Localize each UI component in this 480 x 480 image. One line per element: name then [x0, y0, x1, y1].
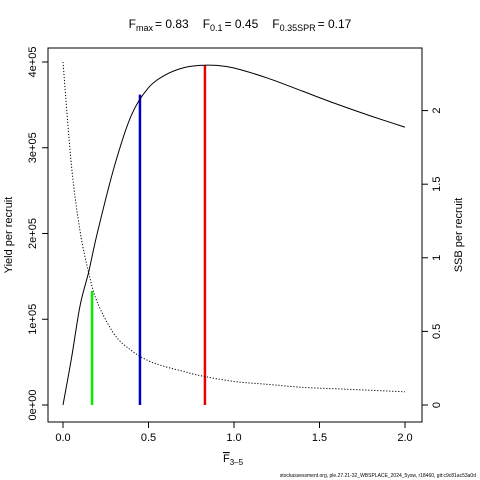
title-part-main: F: [203, 17, 210, 31]
y-left-tick-label: 2e+05: [27, 218, 39, 249]
y-right-tick-label: 2: [431, 108, 443, 114]
plot-frame: [47, 47, 423, 423]
y-left-tick-label: 1e+05: [27, 304, 39, 335]
x-tick-label: 0.5: [141, 432, 156, 444]
x-tick-label: 1.0: [226, 432, 241, 444]
y-right-axis: 0 0.5 1 1.5 2: [421, 108, 443, 408]
x-axis-title-main: F: [223, 453, 230, 465]
x-tick-label: 1.5: [312, 432, 327, 444]
y-left-axis-title: Yield per recruit: [3, 197, 15, 274]
title-part-main: F: [272, 17, 279, 31]
y-right-tick-label: 1.5: [431, 177, 443, 192]
plot-area: [62, 61, 406, 406]
y-right-tick-label: 0.5: [431, 324, 443, 339]
x-tick-label: 2.0: [397, 432, 412, 444]
title-part-value: = 0.45: [225, 17, 259, 31]
title-part-value: = 0.17: [318, 17, 352, 31]
ssb-per-recruit-line: [62, 61, 406, 393]
footer-note: stockassessment.org, ple.27.21-32_WBSPLA…: [280, 473, 476, 479]
x-axis: 0.0 0.5 1.0 1.5 2.0: [55, 421, 413, 444]
yield-per-recruit-line: [62, 64, 406, 406]
x-axis-title: F3–5: [223, 453, 244, 467]
y-right-tick-label: 0: [431, 402, 443, 408]
title-part-value: = 0.83: [155, 17, 189, 31]
y-left-axis: 0e+00 1e+05 2e+05 3e+05 4e+05: [27, 47, 49, 421]
y-left-tick-label: 3e+05: [27, 132, 39, 163]
title-part-sub: 0.1: [210, 23, 223, 33]
y-left-tick-label: 0e+00: [27, 390, 39, 421]
x-axis-title-sub: 3–5: [230, 458, 244, 467]
chart-title: Fmax = 0.83 F0.1 = 0.45 F0.35SPR = 0.17: [129, 17, 352, 33]
y-left-tick-label: 4e+05: [27, 47, 39, 78]
title-part-sub: max: [136, 23, 154, 33]
x-tick-label: 0.0: [55, 432, 70, 444]
title-part-sub: 0.35SPR: [280, 23, 317, 33]
y-right-tick-label: 1: [431, 255, 443, 261]
title-part-main: F: [129, 17, 136, 31]
y-right-axis-title: SSB per recruit: [453, 198, 465, 273]
